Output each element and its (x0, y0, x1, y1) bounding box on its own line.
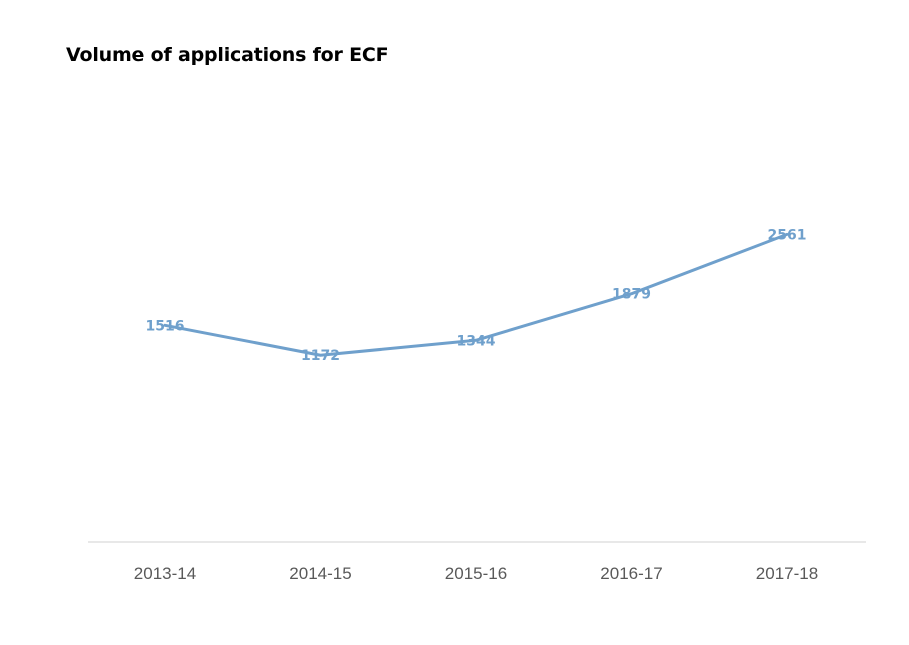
x-tick-label: 2014-15 (289, 564, 351, 583)
data-label: 2561 (768, 227, 807, 243)
x-tick-label: 2013-14 (134, 564, 196, 583)
data-label: 1516 (146, 318, 185, 334)
data-label: 1172 (301, 348, 340, 364)
data-label: 1344 (457, 333, 496, 349)
data-label: 1879 (612, 287, 651, 303)
x-tick-label: 2015-16 (445, 564, 507, 583)
x-tick-label: 2016-17 (600, 564, 662, 583)
x-tick-label: 2017-18 (756, 564, 818, 583)
x-tick-labels: 2013-14 2014-15 2015-16 2016-17 2017-18 (134, 564, 818, 583)
chart-title: Volume of applications for ECF (66, 44, 389, 66)
data-labels: 1516 1172 1344 1879 2561 (146, 227, 807, 364)
series-line (163, 232, 789, 357)
